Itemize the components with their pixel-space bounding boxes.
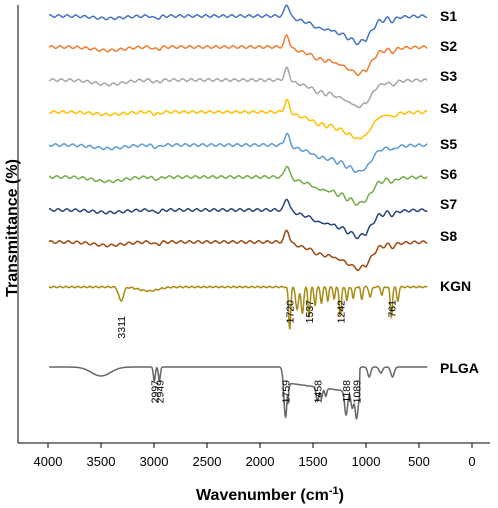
series-label-layer: S1 S2 S3 S4 S5 S6 S7 S8 KGN PLGA bbox=[440, 8, 479, 376]
x-tick-label-1000: 1000 bbox=[352, 454, 381, 469]
x-tick-label-3500: 3500 bbox=[87, 454, 116, 469]
series-line-plga bbox=[49, 366, 428, 421]
peak-label-kgn-761: 761 bbox=[386, 300, 398, 318]
series-label-s6: S6 bbox=[440, 166, 457, 182]
series-line-s4 bbox=[48, 98, 428, 140]
peak-label-plga-1089: 1089 bbox=[352, 380, 364, 404]
x-tick-label-2500: 2500 bbox=[193, 454, 222, 469]
series-line-s1 bbox=[48, 4, 428, 46]
series-label-kgn: KGN bbox=[440, 278, 471, 294]
series-label-plga: PLGA bbox=[440, 360, 479, 376]
series-label-s8: S8 bbox=[440, 228, 457, 244]
peak-label-kgn-3311: 3311 bbox=[116, 316, 128, 339]
peak-label-plga-1458: 1458 bbox=[313, 380, 325, 404]
x-tick-label-0: 0 bbox=[468, 454, 475, 469]
x-tick-label-2000: 2000 bbox=[246, 454, 275, 469]
y-axis-title: Transmittance (%) bbox=[4, 159, 21, 297]
series-layer bbox=[48, 4, 428, 421]
peak-label-kgn-1537: 1537 bbox=[304, 300, 316, 324]
peak-label-plga-2949: 2949 bbox=[154, 380, 166, 404]
plot-frame bbox=[17, 5, 490, 444]
x-tick-label-4000: 4000 bbox=[34, 454, 63, 469]
peak-label-plga-2997: 2997 bbox=[149, 380, 161, 404]
series-label-s7: S7 bbox=[440, 196, 457, 212]
series-line-s5 bbox=[48, 132, 428, 174]
series-line-s8 bbox=[48, 229, 428, 272]
series-label-s2: S2 bbox=[440, 38, 457, 54]
peak-label-kgn-1242: 1242 bbox=[335, 300, 347, 324]
series-label-s3: S3 bbox=[440, 68, 457, 84]
x-tick-label-500: 500 bbox=[408, 454, 430, 469]
x-tick-label-3000: 3000 bbox=[140, 454, 169, 469]
series-line-s7 bbox=[48, 198, 428, 240]
series-line-s6 bbox=[48, 165, 428, 206]
series-label-s1: S1 bbox=[440, 8, 457, 24]
series-label-s5: S5 bbox=[440, 136, 457, 152]
peak-label-kgn-1720: 1720 bbox=[285, 300, 297, 324]
x-tick-layer: 4000 3500 3000 2500 2000 1500 1000 500 0 bbox=[34, 443, 476, 469]
peak-label-plga-1759: 1759 bbox=[281, 380, 293, 404]
series-line-s2 bbox=[48, 34, 428, 76]
series-line-s3 bbox=[48, 66, 428, 109]
series-line-kgn bbox=[48, 285, 428, 331]
series-label-s4: S4 bbox=[440, 100, 457, 116]
x-axis-title: Wavenumber (cm-1) bbox=[196, 485, 344, 504]
x-tick-label-1500: 1500 bbox=[299, 454, 328, 469]
peak-label-plga-1188: 1188 bbox=[341, 380, 353, 403]
